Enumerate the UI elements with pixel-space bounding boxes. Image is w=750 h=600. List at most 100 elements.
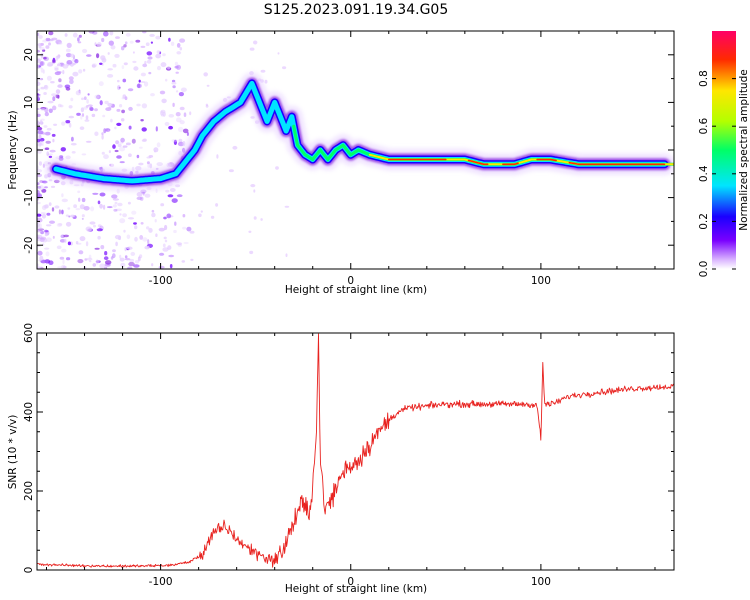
- noise-speckle: [139, 235, 144, 240]
- noise-speckle: [128, 261, 135, 267]
- noise-speckle: [56, 71, 62, 74]
- noise-speckle: [122, 145, 128, 148]
- noise-speckle: [142, 63, 148, 68]
- noise-speckle: [126, 246, 133, 250]
- noise-speckle: [189, 230, 195, 234]
- noise-speckle: [68, 122, 72, 128]
- noise-speckle: [99, 62, 103, 65]
- noise-speckle: [94, 247, 100, 250]
- noise-speckle: [156, 162, 163, 167]
- noise-speckle: [100, 245, 105, 250]
- noise-speckle: [183, 241, 189, 245]
- noise-speckle: [169, 264, 173, 269]
- noise-speckle: [60, 147, 66, 152]
- noise-speckle: [253, 40, 258, 45]
- noise-speckle: [43, 85, 48, 89]
- noise-speckle: [46, 127, 52, 131]
- noise-speckle: [249, 47, 255, 51]
- noise-speckles: [37, 31, 290, 269]
- noise-speckle: [97, 200, 101, 205]
- noise-speckle: [81, 97, 84, 101]
- noise-speckle: [101, 57, 107, 63]
- noise-speckle: [40, 107, 47, 110]
- noise-speckle: [123, 44, 127, 48]
- noise-speckle: [51, 207, 55, 212]
- noise-speckle: [111, 194, 118, 199]
- noise-speckle: [42, 49, 46, 52]
- ridge-core-red: [467, 159, 489, 166]
- noise-speckle: [92, 263, 97, 267]
- noise-speckle: [40, 236, 47, 240]
- noise-speckle: [37, 222, 40, 228]
- noise-speckle: [41, 188, 47, 193]
- noise-speckle: [174, 65, 179, 69]
- noise-speckle: [83, 206, 90, 211]
- noise-speckle: [81, 217, 84, 220]
- noise-speckle: [216, 154, 219, 159]
- noise-speckle: [117, 202, 123, 207]
- noise-speckle: [124, 255, 128, 259]
- noise-speckle: [51, 93, 57, 97]
- noise-speckle: [110, 45, 116, 50]
- noise-speckle: [126, 234, 131, 240]
- noise-speckle: [148, 71, 152, 75]
- noise-speckle: [67, 207, 71, 210]
- noise-speckle: [55, 94, 60, 99]
- noise-speckle: [49, 220, 55, 224]
- noise-speckle: [90, 206, 95, 212]
- noise-speckle: [67, 241, 71, 246]
- noise-speckle: [110, 256, 114, 260]
- noise-speckle: [117, 143, 122, 148]
- noise-speckle: [112, 249, 116, 253]
- noise-speckle: [38, 35, 43, 39]
- noise-speckle: [66, 60, 73, 65]
- ridge-core-red: [568, 161, 666, 166]
- noise-speckle: [62, 70, 65, 75]
- noise-speckle: [114, 149, 119, 153]
- noise-speckle: [132, 60, 137, 64]
- noise-speckle: [50, 185, 56, 188]
- noise-speckle: [148, 227, 153, 233]
- noise-speckle: [147, 56, 153, 60]
- noise-speckle: [47, 63, 53, 67]
- noise-speckle: [51, 59, 56, 64]
- noise-speckle: [148, 155, 154, 158]
- noise-speckle: [81, 214, 85, 218]
- noise-speckle: [171, 139, 178, 143]
- noise-speckle: [70, 214, 75, 218]
- noise-speckle: [136, 83, 142, 89]
- noise-speckle: [160, 109, 166, 114]
- noise-speckle: [116, 155, 122, 159]
- noise-speckle: [121, 109, 125, 114]
- noise-speckle: [134, 260, 140, 264]
- noise-speckle: [134, 225, 138, 230]
- noise-speckle: [129, 258, 135, 263]
- noise-speckle: [37, 229, 43, 233]
- noise-speckle: [83, 96, 87, 100]
- noise-speckle: [140, 45, 146, 49]
- noise-speckle: [40, 42, 44, 46]
- noise-speckle: [75, 208, 81, 211]
- noise-speckle: [174, 221, 177, 226]
- noise-speckle: [64, 238, 67, 243]
- noise-speckle: [129, 40, 134, 44]
- noise-speckle: [248, 230, 252, 233]
- noise-speckle: [113, 208, 117, 212]
- y-tick-label: 0: [23, 147, 35, 154]
- noise-speckle: [37, 266, 41, 269]
- noise-speckle: [144, 193, 151, 198]
- noise-speckle: [277, 52, 280, 55]
- noise-speckle: [176, 43, 181, 48]
- noise-speckle: [157, 65, 161, 71]
- noise-speckle: [167, 194, 174, 198]
- noise-speckle: [181, 260, 186, 263]
- noise-speckle: [136, 103, 141, 107]
- noise-speckle: [179, 47, 183, 51]
- colorbar-tick-label: 0.2: [698, 213, 710, 230]
- noise-speckle: [42, 163, 46, 168]
- noise-speckle: [81, 153, 87, 156]
- noise-speckle: [123, 229, 126, 233]
- noise-speckle: [253, 189, 256, 193]
- noise-speckle: [70, 97, 74, 102]
